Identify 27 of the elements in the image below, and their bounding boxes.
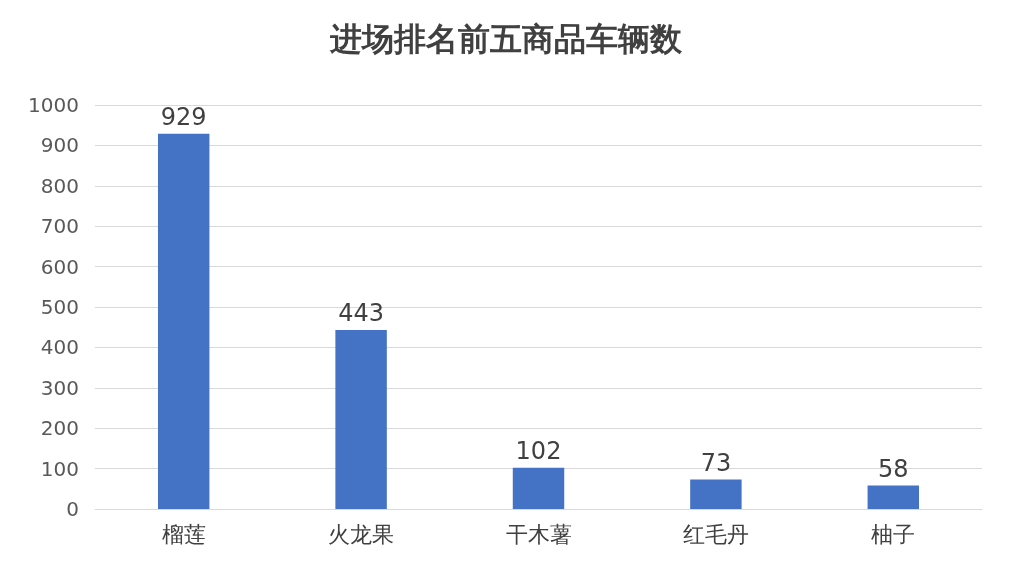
- x-tick-label: 榴莲: [161, 521, 206, 547]
- y-tick-label: 100: [40, 456, 79, 481]
- y-tick-label: 300: [40, 375, 79, 400]
- y-tick-label: 200: [40, 416, 79, 441]
- data-label: 443: [338, 299, 385, 328]
- x-tick-label: 火龙果: [328, 521, 395, 547]
- bar: [157, 133, 210, 509]
- data-label: 102: [515, 436, 562, 465]
- data-label: 73: [700, 448, 732, 477]
- y-tick-label: 900: [40, 133, 79, 158]
- x-tick-label: 红毛丹: [682, 521, 749, 547]
- y-tick-label: 700: [40, 214, 79, 239]
- bar: [512, 467, 565, 509]
- x-tick-label: 柚子: [871, 521, 916, 547]
- y-tick-label: 800: [40, 173, 79, 198]
- y-tick-label: 0: [66, 497, 79, 521]
- x-tick-label: 干木薯: [505, 521, 572, 547]
- chart-title: 进场排名前五商品车辆数: [329, 20, 683, 58]
- y-tick-label: 500: [40, 295, 79, 319]
- data-label: 929: [160, 102, 207, 131]
- data-label: 58: [878, 454, 909, 483]
- bar: [335, 330, 387, 509]
- y-tick-label: 400: [40, 335, 79, 360]
- y-tick-label: 600: [40, 254, 79, 279]
- bar: [867, 485, 920, 509]
- bar: [690, 479, 742, 509]
- y-tick-label: 1000: [28, 93, 79, 117]
